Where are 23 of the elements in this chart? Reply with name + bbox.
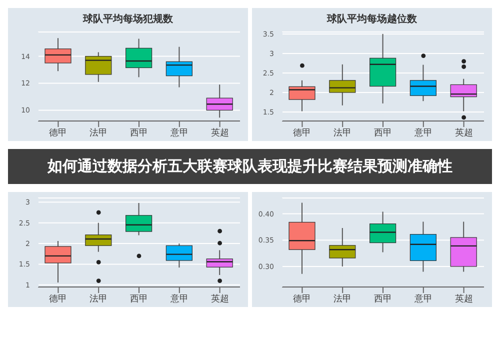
chart-title: 球队平均每场越位数	[326, 12, 418, 26]
x-tick-label: 德甲	[293, 127, 312, 138]
x-tick-label: 意甲	[169, 293, 188, 304]
x-tick-label: 意甲	[413, 293, 432, 304]
text: 如何通过数据分析五大联赛球队表现提升比赛结果预测准确性	[8, 149, 492, 184]
x-tick-label: 意甲	[413, 127, 432, 138]
x-tick-label: 德甲	[49, 127, 68, 138]
x-tick-label: 意甲	[169, 127, 188, 138]
x-tick-label: 德甲	[293, 293, 312, 304]
x-tick-label: 英超	[454, 127, 473, 138]
x-tick-label: 法甲	[90, 127, 108, 138]
x-tick-label: 西甲	[374, 128, 392, 138]
chart-title: 球队平均每场犯规数	[82, 12, 174, 26]
x-tick-label: 西甲	[374, 294, 392, 304]
x-tick-label: 法甲	[90, 293, 108, 304]
x-tick-label: 西甲	[130, 294, 148, 304]
x-tick-label: 英超	[210, 293, 229, 304]
x-tick-label: 西甲	[130, 128, 148, 138]
x-tick-label: 英超	[454, 293, 473, 304]
x-tick-label: 法甲	[334, 127, 352, 138]
x-tick-label: 德甲	[49, 293, 68, 304]
x-tick-label: 英超	[210, 127, 229, 138]
x-tick-label: 法甲	[334, 293, 352, 304]
